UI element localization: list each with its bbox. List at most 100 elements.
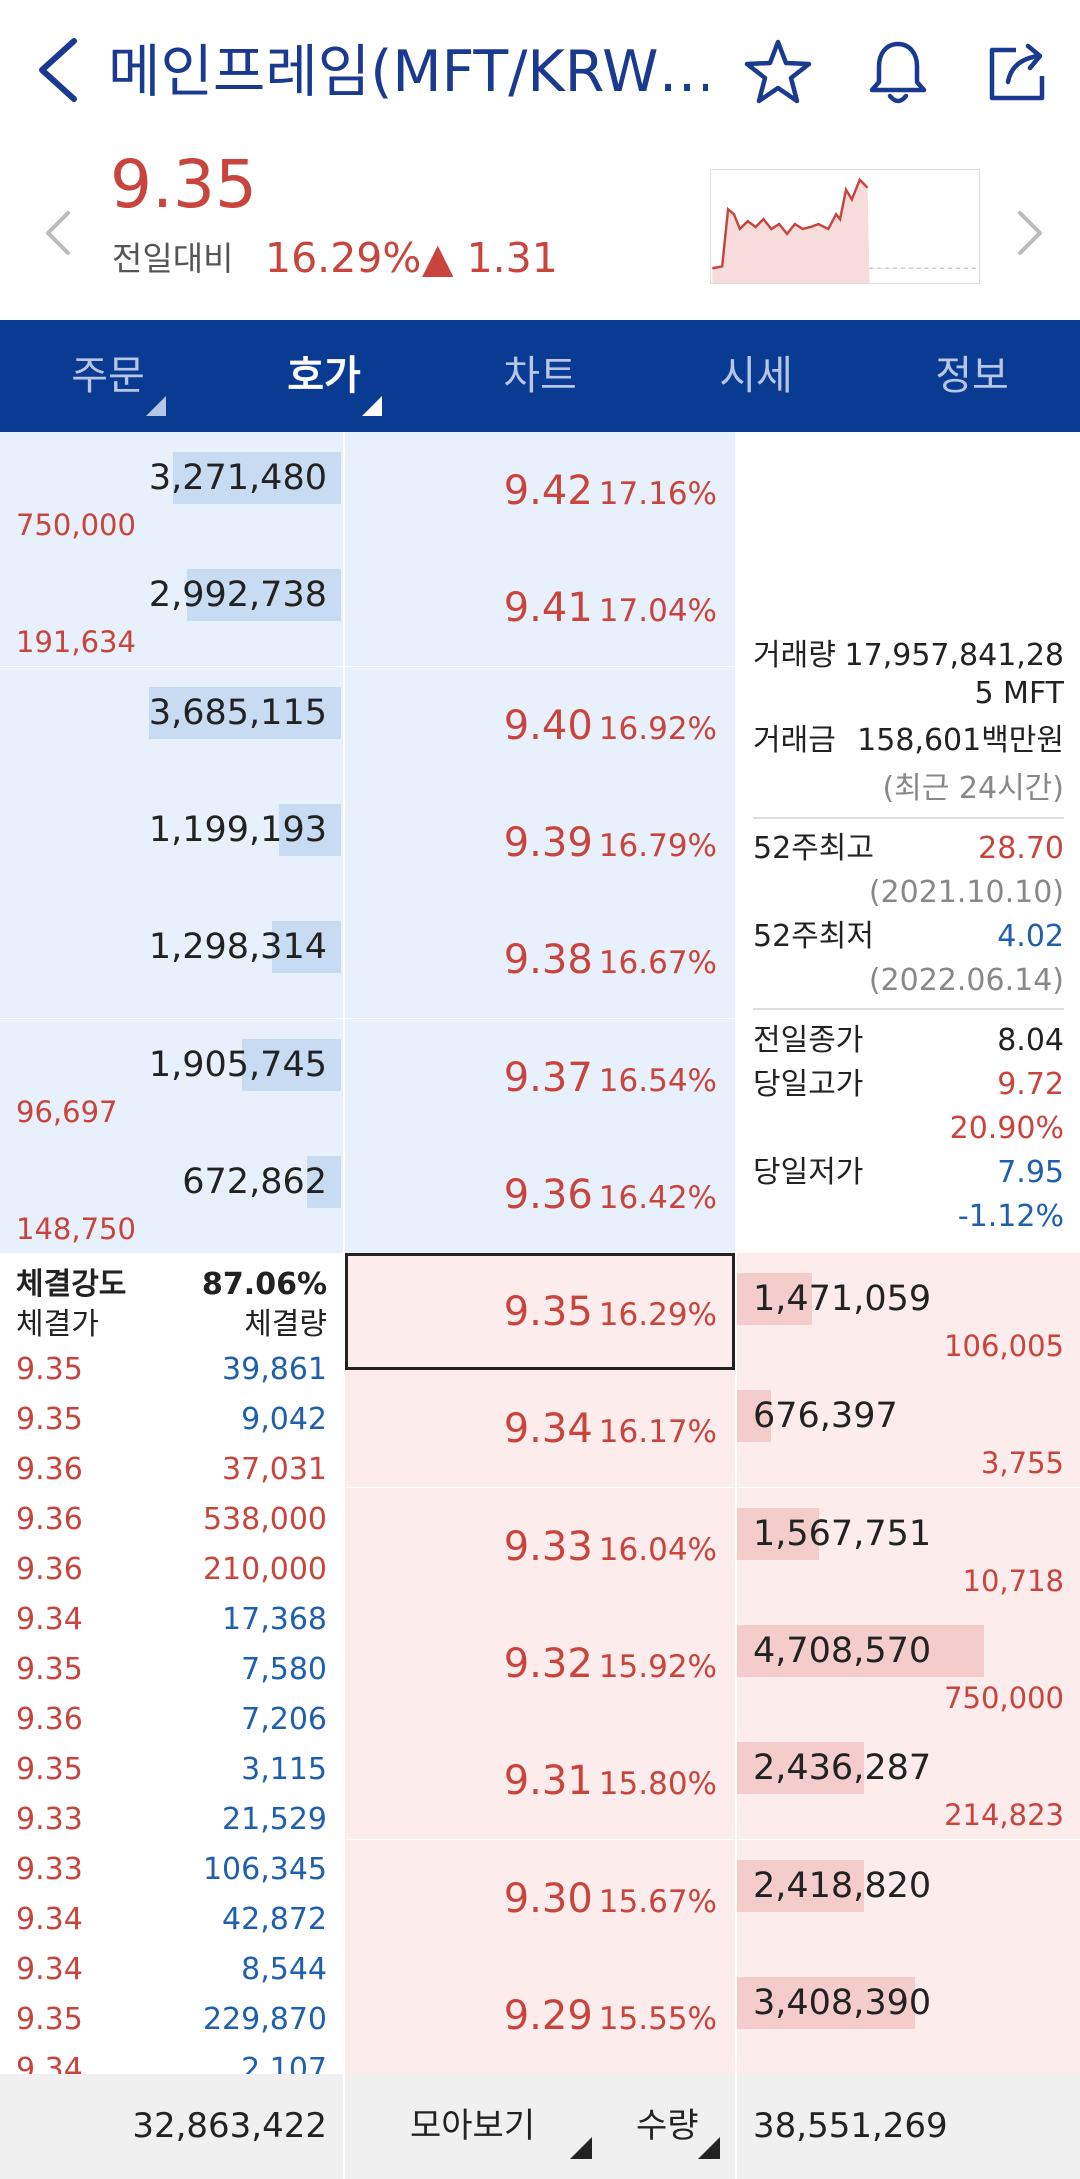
ask-price-cell[interactable]: 9.38 16.67% [345, 901, 735, 1019]
ask-row[interactable]: 3,685,115 9.40 16.92% [0, 666, 1080, 784]
next-coin-arrow-icon[interactable] [1010, 203, 1050, 263]
tab-chart[interactable]: 차트 [432, 320, 648, 432]
trade-header-row: 체결가 체결량 [16, 1305, 327, 1345]
bid-volume-bar [737, 1273, 813, 1325]
high52-row: 52주최고 28.70 [753, 830, 1064, 868]
bell-icon[interactable] [860, 34, 936, 110]
trade-row: 9.35 229,870 [16, 1995, 327, 2045]
ask-price-cell[interactable]: 9.39 16.79% [345, 783, 735, 901]
period-note: (최근 24시간) [882, 771, 1064, 806]
trade-qty: 2,107 [241, 2052, 327, 2074]
view-mode-button[interactable]: 모아보기 [410, 2074, 535, 2179]
ask-price-percent: 16.54% [598, 1062, 717, 1099]
ask-price-cell[interactable]: 9.41 17.04% [345, 549, 735, 667]
prev-close-row: 전일종가 8.04 [753, 1022, 1064, 1060]
back-arrow-icon[interactable] [30, 35, 90, 105]
trade-qty: 21,529 [222, 1802, 327, 1837]
bid-qty-cell[interactable]: 1,567,751 10,718 [737, 1487, 1080, 1605]
bid-qty: 2,418,820 [753, 1865, 932, 1906]
ask-qty-cell[interactable]: 3,271,480 750,000 [0, 432, 343, 549]
ask-price-cell[interactable]: 9.42 17.16% [345, 432, 735, 549]
bid-price-cell[interactable]: 9.29 15.55% [345, 1956, 735, 2074]
bid-price-cell[interactable]: 9.30 15.67% [345, 1839, 735, 1957]
ask-qty-change: 191,634 [16, 625, 136, 660]
ask-qty-cell[interactable]: 1,905,745 96,697 [0, 1018, 343, 1136]
low52-value: 4.02 [997, 919, 1064, 954]
tab-info[interactable]: 정보 [864, 320, 1080, 432]
bid-price-cell[interactable]: 9.32 15.92% [345, 1604, 735, 1722]
unit-button[interactable]: 수량 [636, 2074, 699, 2179]
trade-row: 9.36 538,000 [16, 1495, 327, 1545]
ask-qty-cell[interactable]: 1,298,314 [0, 901, 343, 1019]
ask-qty-cell[interactable]: 1,199,193 [0, 783, 343, 901]
trade-price: 9.35 [16, 1752, 83, 1787]
bid-price-cell[interactable]: 9.33 16.04% [345, 1487, 735, 1605]
bid-qty-cell[interactable]: 4,708,570 750,000 [737, 1604, 1080, 1722]
ask-row[interactable]: 1,905,745 96,697 9.37 16.54% [0, 1018, 1080, 1136]
bid-row[interactable]: 9.31 15.80% 2,436,287 214,823 [0, 1722, 1080, 1840]
bid-row[interactable]: 9.34 16.17% 676,397 3,755 [0, 1370, 1080, 1488]
ask-qty-cell[interactable]: 672,862 148,750 [0, 1135, 343, 1253]
ask-row[interactable]: 672,862 148,750 9.36 16.42% [0, 1135, 1080, 1253]
bid-qty-cell[interactable]: 2,436,287 214,823 [737, 1722, 1080, 1840]
bid-price-cell[interactable]: 9.35 16.29% [345, 1253, 735, 1370]
unit-dropdown-icon[interactable] [698, 2137, 720, 2159]
tab-label: 정보 [935, 353, 1009, 399]
trade-row: 9.36 37,031 [16, 1445, 327, 1495]
day-high-percent: 20.90% [949, 1111, 1064, 1146]
bid-row[interactable]: 9.33 16.04% 1,567,751 10,718 [0, 1487, 1080, 1605]
bid-qty-cell[interactable]: 1,471,059 106,005 [737, 1253, 1080, 1370]
ask-volume-bar [186, 569, 341, 622]
trade-qty-header: 체결량 [244, 1307, 327, 1342]
mini-price-chart[interactable] [710, 169, 980, 284]
bid-price-group: 9.33 16.04% [504, 1516, 717, 1586]
ask-row[interactable]: 1,199,193 9.39 16.79% [0, 783, 1080, 901]
bid-qty-cell[interactable]: 2,418,820 [737, 1839, 1080, 1957]
bid-qty: 1,471,059 [753, 1279, 932, 1319]
bid-price-group: 9.29 15.55% [504, 1985, 717, 2055]
ask-price-cell[interactable]: 9.36 16.42% [345, 1135, 735, 1253]
tab-orderbook[interactable]: 호가 [216, 320, 432, 432]
view-mode-label: 모아보기 [410, 2106, 536, 2146]
prev-coin-arrow-icon[interactable] [38, 203, 78, 263]
ask-qty: 1,199,193 [148, 809, 327, 850]
tab-corner-indicator [146, 396, 166, 416]
ask-price-cell[interactable]: 9.40 16.92% [345, 666, 735, 784]
ask-row[interactable]: 1,298,314 9.38 16.67% [0, 901, 1080, 1019]
view-mode-dropdown-icon[interactable] [570, 2137, 592, 2159]
trade-qty: 39,861 [222, 1352, 327, 1387]
ask-row[interactable]: 2,992,738 191,634 9.41 17.04% [0, 549, 1080, 667]
bid-price-cell[interactable]: 9.31 15.80% [345, 1722, 735, 1840]
bid-qty-cell[interactable]: 3,408,390 [737, 1956, 1080, 2074]
bid-row[interactable]: 9.32 15.92% 4,708,570 750,000 [0, 1604, 1080, 1722]
ask-qty-change: 148,750 [16, 1211, 136, 1246]
tab-quotes[interactable]: 시세 [648, 320, 864, 432]
bid-row[interactable]: 9.29 15.55% 3,408,390 [0, 1956, 1080, 2074]
order-book-footer: 32,863,422 모아보기 수량 38,551,269 [0, 2074, 1080, 2179]
bid-row[interactable]: 9.30 15.67% 2,418,820 [0, 1839, 1080, 1957]
ask-row[interactable]: 3,271,480 750,000 9.42 17.16% [0, 432, 1080, 549]
ask-price-cell[interactable]: 9.37 16.54% [345, 1018, 735, 1136]
ask-qty-cell[interactable]: 2,992,738 191,634 [0, 549, 343, 667]
star-icon[interactable] [740, 34, 816, 110]
tab-order[interactable]: 주문 [0, 320, 216, 432]
volume-value: 17,957,841,28 [844, 638, 1064, 673]
bid-price: 9.29 [503, 1992, 593, 2039]
change-percent: 16.29% [265, 234, 422, 282]
low52-row: 52주최저 4.02 [753, 918, 1064, 956]
trade-price: 9.35 [16, 1652, 83, 1687]
bid-price-cell[interactable]: 9.34 16.17% [345, 1370, 735, 1488]
bid-qty-cell[interactable]: 676,397 3,755 [737, 1370, 1080, 1488]
share-icon[interactable] [980, 34, 1056, 110]
ask-qty-cell[interactable]: 3,685,115 [0, 666, 343, 784]
ask-price-group: 9.42 17.16% [504, 460, 717, 530]
trade-row: 9.36 7,206 [16, 1695, 327, 1745]
trade-row: 9.36 210,000 [16, 1545, 327, 1595]
bid-price: 9.35 [503, 1289, 593, 1335]
day-low-value: 7.95 [997, 1155, 1064, 1190]
trade-row: 9.34 2,107 [16, 2045, 327, 2074]
amount-value: 158,601백만원 [857, 723, 1064, 758]
trade-history-panel: 체결강도 87.06% 체결가 체결량 9.35 39,861 9.35 9,042 9… [0, 1253, 343, 2074]
ask-price-percent: 16.67% [598, 945, 717, 982]
trade-price: 9.34 [16, 2052, 83, 2074]
